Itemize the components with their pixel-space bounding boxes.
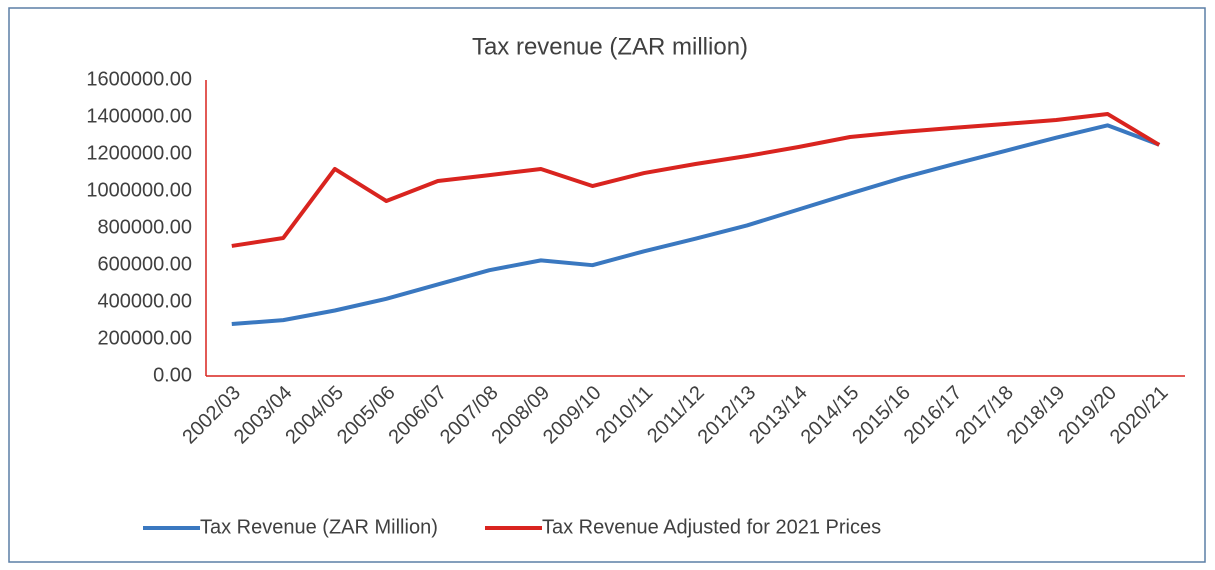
y-tick-label: 1600000.00 xyxy=(86,68,192,90)
legend-label: Tax Revenue Adjusted for 2021 Prices xyxy=(542,516,881,538)
series-line xyxy=(231,123,1160,327)
y-tick-label: 200000.00 xyxy=(97,327,192,349)
chart-border xyxy=(8,7,1206,563)
y-tick-label: 800000.00 xyxy=(97,216,192,238)
y-tick-label: 1400000.00 xyxy=(86,105,192,127)
chart-title: Tax revenue (ZAR million) xyxy=(472,33,748,60)
legend-label: Tax Revenue (ZAR Million) xyxy=(200,516,438,538)
series-line xyxy=(231,112,1161,248)
y-tick-label: 600000.00 xyxy=(97,253,192,275)
y-tick-label: 1000000.00 xyxy=(86,179,192,201)
y-tick-label: 1200000.00 xyxy=(86,142,192,164)
y-tick-label: 0.00 xyxy=(153,364,192,386)
y-tick-label: 400000.00 xyxy=(97,290,192,312)
